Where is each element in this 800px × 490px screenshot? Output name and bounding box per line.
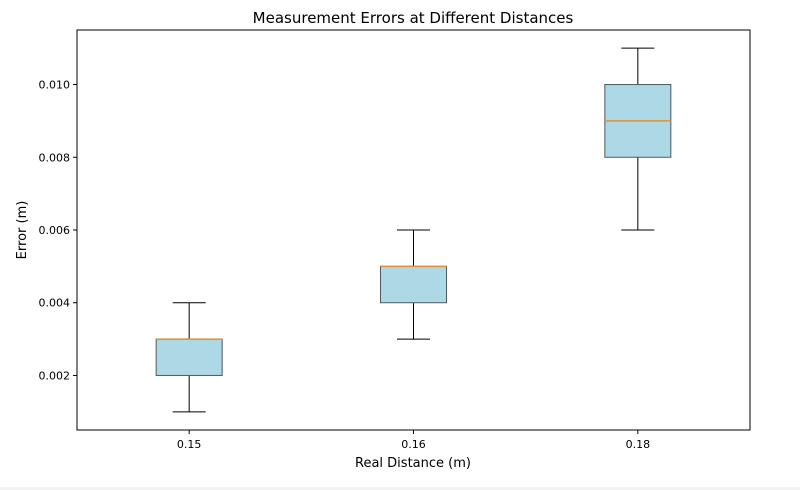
x-ticks: 0.15 0.16 0.18	[177, 430, 650, 451]
box-group	[604, 47, 672, 231]
box-group	[380, 229, 447, 340]
y-tick-label: 0.010	[39, 79, 71, 92]
chart-title: Measurement Errors at Different Distance…	[253, 9, 574, 27]
box	[155, 338, 223, 376]
y-tick-label: 0.006	[39, 224, 71, 237]
box	[380, 265, 447, 304]
x-tick-label: 0.18	[626, 438, 651, 451]
bottom-divider	[0, 487, 800, 490]
x-tick-label: 0.15	[177, 438, 202, 451]
y-axis-label: Error (m)	[15, 201, 30, 260]
y-ticks: 0.002 0.004 0.006 0.008 0.010	[39, 79, 77, 382]
x-axis-label: Real Distance (m)	[355, 456, 471, 471]
y-tick-label: 0.008	[39, 151, 71, 164]
boxes	[155, 47, 672, 413]
y-tick-label: 0.002	[39, 369, 71, 382]
box-group	[155, 302, 223, 413]
y-tick-label: 0.004	[39, 297, 71, 310]
x-tick-label: 0.16	[401, 438, 426, 451]
